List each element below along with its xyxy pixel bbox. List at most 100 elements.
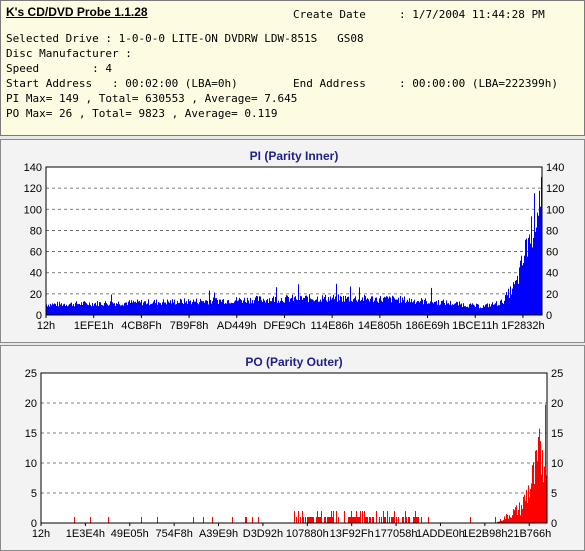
pi-bar xyxy=(403,300,404,315)
pi-bar xyxy=(227,300,228,315)
pi-bar xyxy=(417,301,418,315)
po-bar xyxy=(428,517,429,523)
po-xtick-5: D3D92h xyxy=(243,528,283,540)
po-bar xyxy=(252,517,253,523)
pi-bar xyxy=(315,300,316,315)
pi-bar xyxy=(436,300,437,315)
po-bar xyxy=(511,517,512,523)
pi-bar xyxy=(478,304,479,315)
pi-bar xyxy=(264,300,265,315)
pi-bar xyxy=(528,237,529,315)
pi-xtick-4: AD449h xyxy=(217,320,257,332)
po-bar xyxy=(381,517,382,523)
pi-bar xyxy=(458,305,459,315)
pi-bar xyxy=(80,305,81,315)
pi-bar xyxy=(249,303,250,315)
pi-bar xyxy=(58,306,59,315)
pi-bar xyxy=(389,296,390,315)
pi-bar xyxy=(102,305,103,315)
pi-bar xyxy=(203,301,204,315)
po-bar xyxy=(543,482,544,523)
pi-bar xyxy=(504,300,505,315)
po-bar xyxy=(320,517,321,523)
pi-bar xyxy=(218,304,219,315)
po-xtick-6: 107880h xyxy=(286,528,329,540)
po-bar xyxy=(542,450,543,523)
pi-xtick-9: 1BCE11h xyxy=(452,320,498,332)
pi-bar xyxy=(328,297,329,315)
pi-bar xyxy=(506,292,507,315)
pi-bar xyxy=(386,296,387,315)
po-xtick-9: 1ADDE0h xyxy=(416,528,465,540)
pi-bar xyxy=(51,305,52,315)
pi-bar xyxy=(185,302,186,315)
pi-bar xyxy=(176,304,177,315)
pi-bar xyxy=(277,302,278,315)
pi-bar xyxy=(482,307,483,315)
pi-bar xyxy=(481,308,482,315)
pi-bar xyxy=(466,307,467,315)
po-bar xyxy=(394,511,395,523)
pi-bar xyxy=(251,303,252,315)
pi-bar xyxy=(48,304,49,315)
pi-bar xyxy=(375,297,376,315)
po-bar xyxy=(317,511,318,523)
pi-bar xyxy=(144,301,145,315)
pi-bar xyxy=(426,301,427,315)
pi-bar xyxy=(253,303,254,315)
pi-bar xyxy=(416,302,417,315)
pi-bar xyxy=(283,302,284,315)
pi-bar xyxy=(372,296,373,315)
pi-bar xyxy=(520,260,521,315)
po-bar xyxy=(535,450,536,523)
pi-bar xyxy=(355,296,356,315)
po-bar xyxy=(232,517,233,523)
pi-bar xyxy=(272,298,273,315)
pi-bar xyxy=(208,304,209,315)
pi-bar xyxy=(332,297,333,315)
pi-bar xyxy=(237,301,238,315)
pi-bar xyxy=(381,300,382,315)
pi-bar xyxy=(254,300,255,315)
po-ytick-right-1: 5 xyxy=(551,488,557,500)
po-bar xyxy=(503,519,504,523)
pi-bar xyxy=(373,302,374,315)
pi-bar xyxy=(57,301,58,315)
po-bar xyxy=(515,507,516,523)
pi-bar xyxy=(535,231,536,315)
pi-bar xyxy=(140,302,141,315)
po-bar xyxy=(406,517,407,523)
pi-bar xyxy=(242,302,243,315)
po-ytick-right-3: 15 xyxy=(551,428,563,440)
pi-bar xyxy=(532,247,533,315)
pi-bar xyxy=(82,304,83,315)
pi-bar xyxy=(63,304,64,315)
po-bar xyxy=(353,517,354,523)
pi-bar xyxy=(263,298,264,315)
pi-bar xyxy=(470,303,471,315)
pi-chart-panel: PI (Parity Inner) 0 0 20 20 40 40 60 60 80 80 100 10… xyxy=(0,139,585,343)
pi-bar xyxy=(359,287,360,315)
pi-bar xyxy=(460,304,461,315)
pi-bar xyxy=(138,301,139,315)
po-bar xyxy=(376,511,377,523)
pi-bar xyxy=(319,301,320,315)
pi-bar xyxy=(62,305,63,315)
pi-bar xyxy=(235,300,236,315)
pi-bar xyxy=(539,190,540,315)
pi-bar xyxy=(113,303,114,315)
pi-bar xyxy=(188,299,189,315)
pi-bar xyxy=(420,301,421,315)
po-bar xyxy=(328,517,329,523)
po-bar xyxy=(336,511,337,523)
pi-bar xyxy=(61,303,62,315)
pi-bar xyxy=(342,301,343,315)
po-bar xyxy=(389,517,390,523)
pi-bar xyxy=(78,304,79,315)
pi-bar xyxy=(378,302,379,315)
po-ytick-left-0: 0 xyxy=(31,518,37,530)
speed-line: Speed : 4 xyxy=(6,62,112,75)
pi-bar xyxy=(60,304,61,315)
po-bar xyxy=(246,517,247,523)
po-bars xyxy=(74,404,547,523)
